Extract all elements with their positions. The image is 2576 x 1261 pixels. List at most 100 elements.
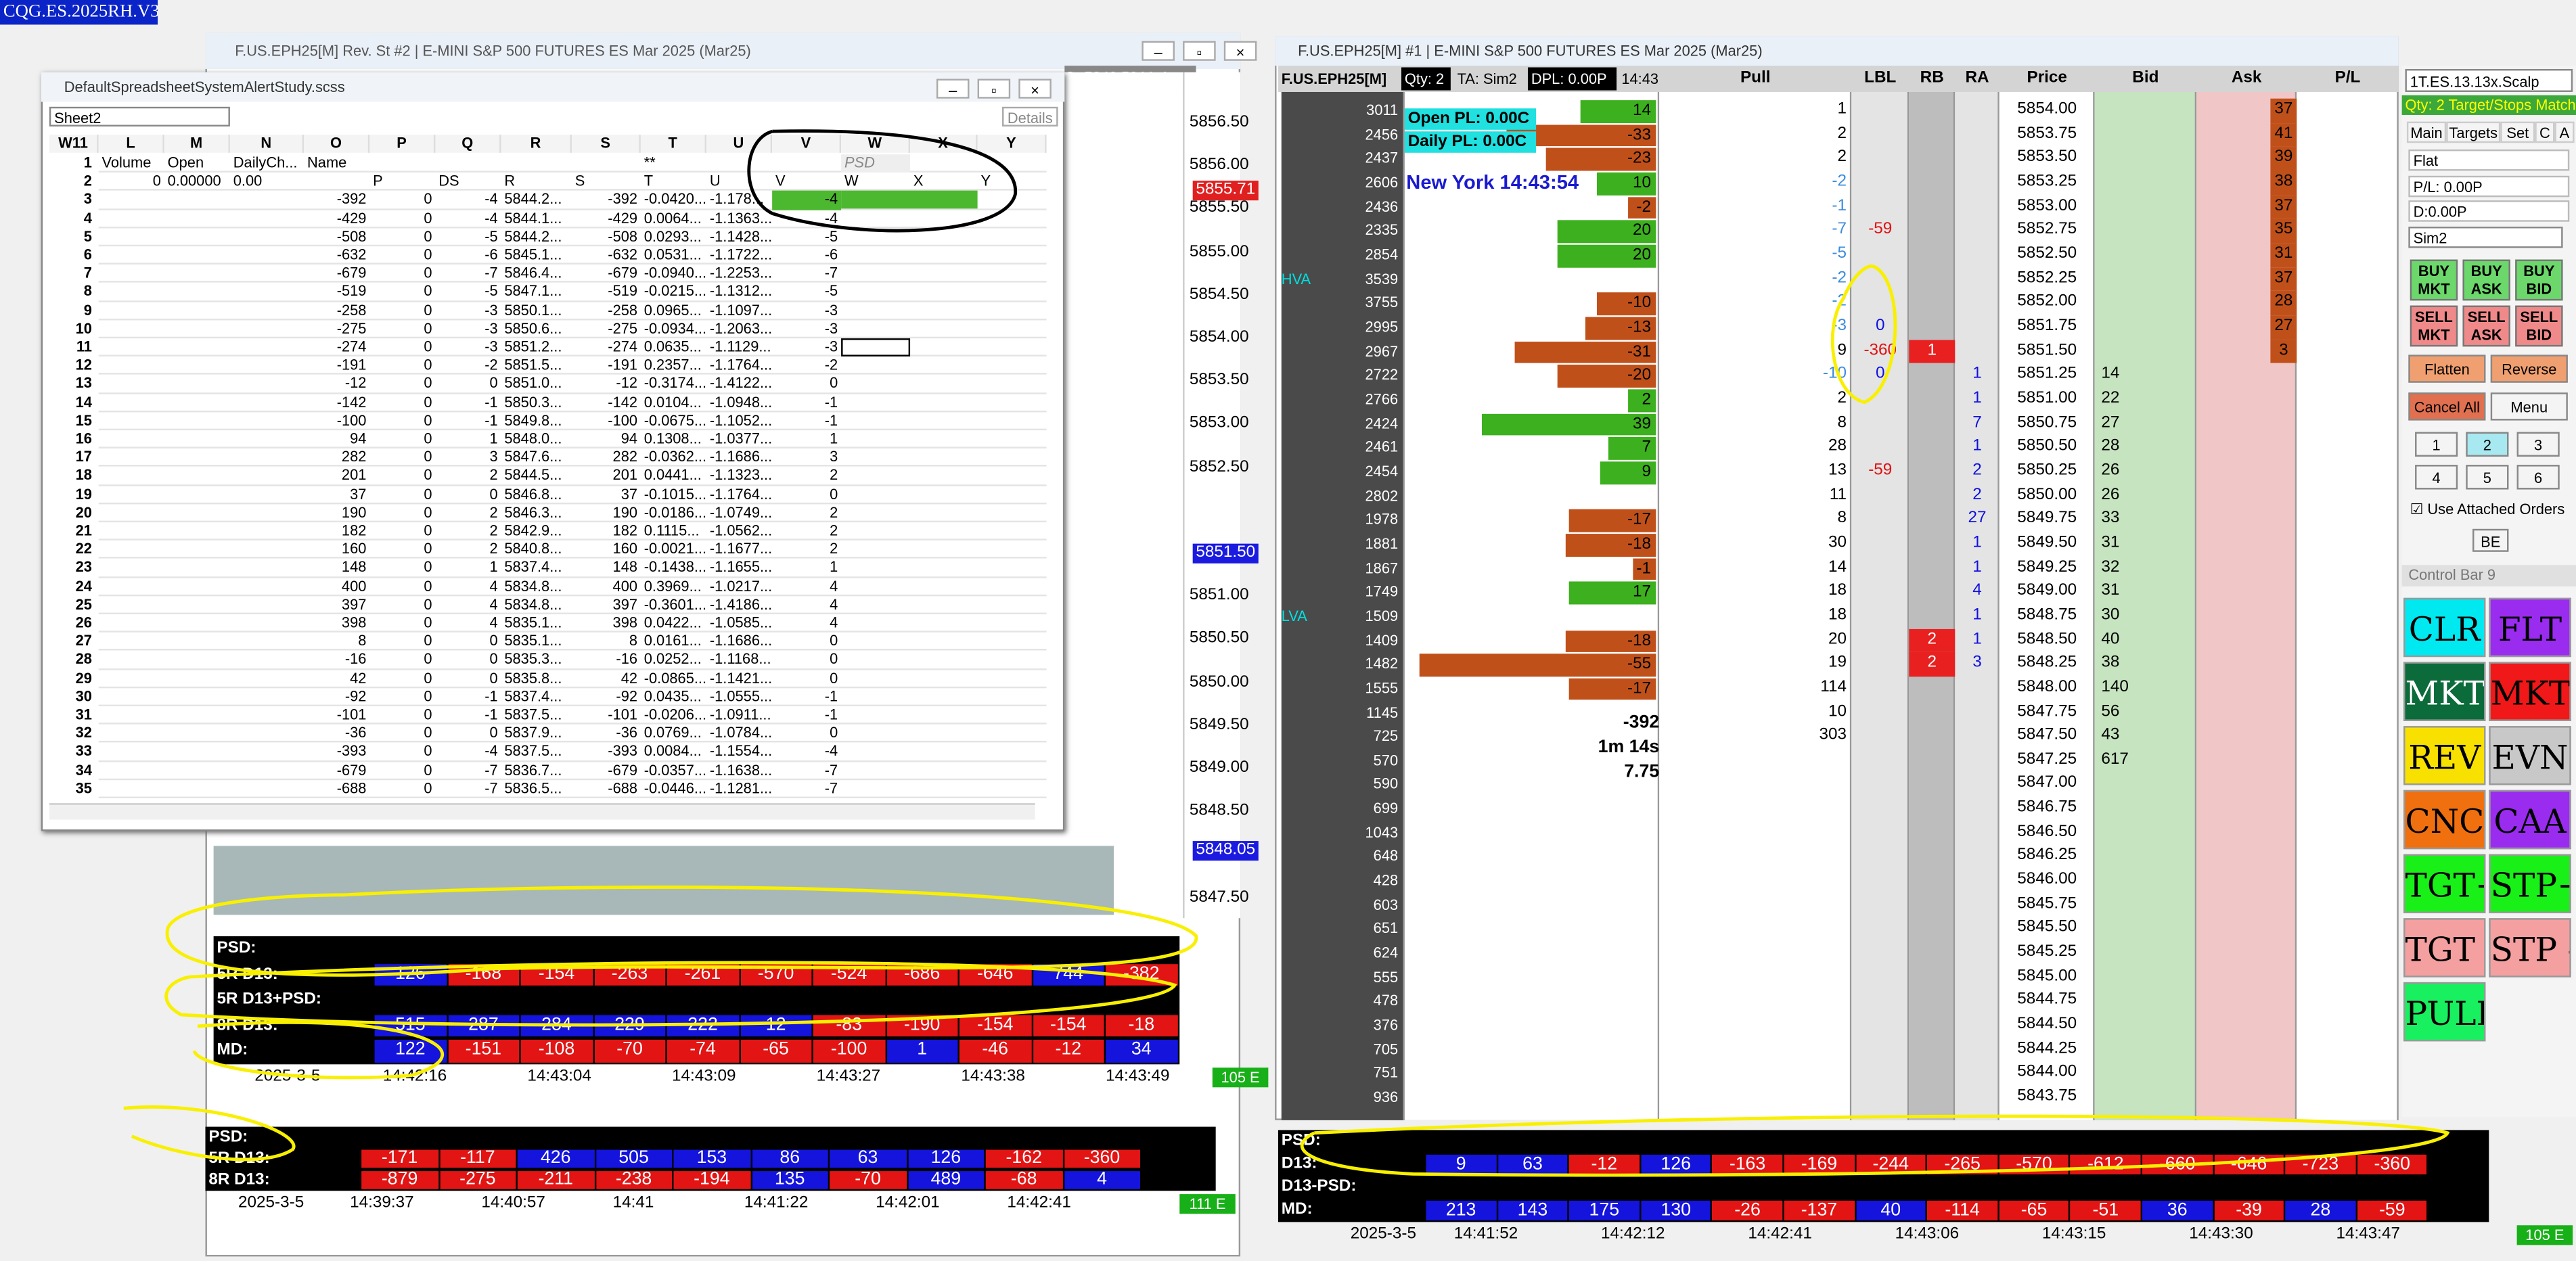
sheet-cell: 0 (424, 577, 432, 594)
sheet-cell: 400 (612, 577, 638, 594)
control-button[interactable]: MKT (2403, 662, 2486, 721)
be-button[interactable]: BE (2472, 528, 2509, 552)
qty-button[interactable]: 4 (2415, 465, 2458, 490)
grid-cell: 135 (751, 1171, 828, 1189)
control-button[interactable]: CLR (2403, 597, 2486, 658)
strategy-select[interactable]: 1T.ES.13.13x.Scalp (2405, 68, 2573, 92)
sheet-cell: -632 (336, 246, 367, 263)
tab[interactable]: C (2535, 121, 2555, 143)
grid-time: 14:42:01 (876, 1194, 940, 1212)
sheet-cell: -7 (484, 761, 498, 778)
ask: 41 (2270, 122, 2297, 147)
ra: 2 (1972, 461, 1982, 480)
grid-row-label: 5R D13: (217, 965, 278, 984)
control-button[interactable]: TGT - (2403, 918, 2486, 978)
action-button[interactable]: Flatten (2408, 354, 2486, 383)
qty-button[interactable]: 5 (2466, 465, 2509, 490)
control-button[interactable]: CNCL (2403, 789, 2486, 850)
action-button[interactable]: Reverse (2490, 354, 2568, 383)
grid-cell: 153 (673, 1149, 750, 1168)
order-button[interactable]: BUY BID (2515, 259, 2563, 301)
control-button[interactable]: MKT (2489, 662, 2571, 721)
window-button[interactable]: × (1223, 41, 1257, 61)
tab[interactable]: A (2554, 121, 2575, 143)
sheet-cell: 3 (830, 449, 838, 465)
control-button[interactable]: CAA (2489, 789, 2571, 850)
pull: 19 (1828, 654, 1847, 672)
order-button[interactable]: SELL ASK (2462, 305, 2510, 347)
sheet-cell: -679 (608, 761, 638, 778)
qty-button[interactable]: 6 (2516, 465, 2560, 490)
price-marker: 5848.05 (1192, 840, 1259, 861)
daily-pl: Daily PL: 0.00C (1404, 131, 1537, 153)
window-button[interactable]: × (1018, 78, 1052, 99)
pull: -10 (1822, 365, 1847, 384)
volume: 2722 (1365, 367, 1399, 384)
action-button[interactable]: Menu (2490, 392, 2568, 421)
control-button[interactable]: EVN (2489, 726, 2571, 785)
sheet-cell: 190 (612, 503, 638, 521)
qty-button[interactable]: 2 (2466, 432, 2509, 457)
tab[interactable]: Targets (2446, 121, 2501, 143)
price: 5844.25 (2017, 1039, 2077, 1057)
ask: 28 (2270, 291, 2297, 315)
grid-cell: 28 (2285, 1200, 2356, 1220)
window-button[interactable]: ▫ (977, 78, 1011, 99)
grid-time: 14:43:38 (961, 1068, 1025, 1086)
row-line (98, 796, 1047, 798)
sheet-cell: 400 (341, 577, 367, 594)
dom-header (1278, 66, 2399, 92)
h-scroll (49, 803, 1035, 820)
window-button[interactable]: – (1142, 41, 1175, 61)
price: 5850.00 (2017, 485, 2077, 504)
control-button[interactable]: REV (2403, 726, 2486, 785)
control-button[interactable]: STP+ (2489, 854, 2571, 913)
order-button[interactable]: BUY ASK (2462, 259, 2510, 301)
sheet-cell: 5844.2... (504, 227, 562, 245)
bid: 27 (2101, 413, 2120, 432)
qty-button[interactable]: 3 (2516, 432, 2560, 457)
tab[interactable]: Main (2406, 121, 2447, 143)
tab[interactable]: Set (2500, 121, 2535, 143)
account-select[interactable]: Sim2 (2408, 227, 2563, 248)
control-button[interactable]: PULL (2403, 982, 2486, 1042)
grid-time: 14:41:52 (1453, 1225, 1518, 1243)
details-button[interactable]: Details (1002, 106, 1058, 127)
sheet-cell: 2 (489, 467, 498, 484)
axis-label: 5855.50 (1189, 199, 1249, 218)
row-number: 10 (75, 319, 92, 337)
window-button[interactable]: ▫ (1183, 41, 1216, 61)
action-button[interactable]: Cancel All (2408, 392, 2486, 421)
control-button[interactable]: STP - (2489, 918, 2571, 978)
column-header: Q (435, 135, 501, 153)
control-button[interactable]: TGT+ (2403, 854, 2486, 913)
order-button[interactable]: BUY MKT (2410, 259, 2458, 301)
sheet-cell: -1.1686... (709, 633, 773, 649)
sheet-cell: 0 (424, 209, 432, 227)
window-button[interactable]: – (936, 78, 970, 99)
control-button[interactable]: FLT (2489, 597, 2571, 658)
sheet-cell: -7 (824, 265, 838, 281)
sheet-cell: -0.0206... (643, 706, 707, 723)
sheet-cell: P (373, 173, 383, 189)
grid-date: 2025-3-5 (1350, 1225, 1416, 1243)
sheet-cell: -632 (608, 246, 638, 263)
checkbox-label[interactable]: ☑ Use Attached Orders (2410, 501, 2565, 518)
sheet-cell: 0 (424, 227, 432, 245)
sheet-cell: 5844.1... (504, 209, 562, 227)
sheet-cell: 0 (424, 522, 432, 539)
sheet-cell: Name (307, 154, 347, 171)
sheet-cell: 42 (620, 669, 638, 686)
sheet-select[interactable]: Sheet2 (49, 106, 230, 127)
grid-cell: -263 (593, 963, 666, 986)
row-line (98, 208, 1047, 210)
volume: 2454 (1365, 463, 1399, 480)
volume: 570 (1373, 752, 1399, 769)
order-button[interactable]: SELL BID (2515, 305, 2563, 347)
sheet-cell: 4 (489, 595, 498, 613)
volume: 2424 (1365, 415, 1399, 432)
volume: 725 (1373, 727, 1399, 745)
sheet-cell: -0.0446... (643, 779, 707, 797)
qty-button[interactable]: 1 (2415, 432, 2458, 457)
order-button[interactable]: SELL MKT (2410, 305, 2458, 347)
